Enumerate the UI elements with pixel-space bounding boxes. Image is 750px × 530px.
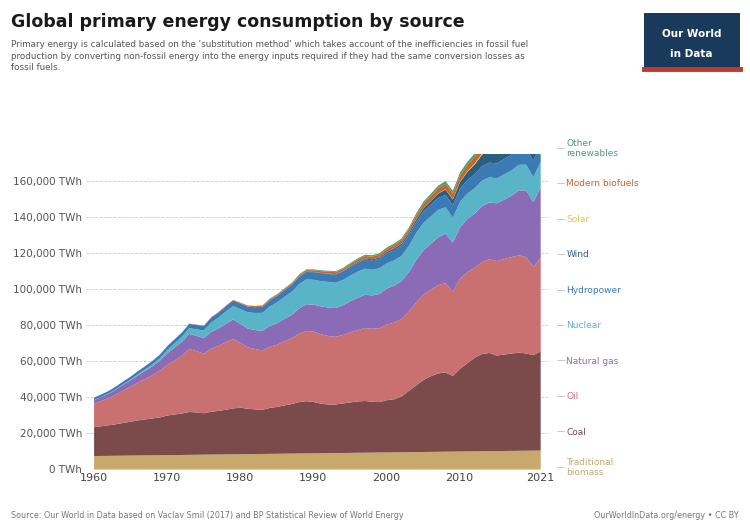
Text: Natural gas: Natural gas: [566, 357, 619, 366]
Text: —: —: [556, 286, 565, 295]
Text: Hydropower: Hydropower: [566, 286, 621, 295]
Text: —: —: [556, 321, 565, 330]
Text: Global primary energy consumption by source: Global primary energy consumption by sou…: [11, 13, 465, 31]
Text: —: —: [556, 428, 565, 437]
Text: OurWorldInData.org/energy • CC BY: OurWorldInData.org/energy • CC BY: [594, 511, 739, 520]
Text: —: —: [556, 392, 565, 401]
Text: Solar: Solar: [566, 215, 590, 224]
Text: Primary energy is calculated based on the 'substitution method' which takes acco: Primary energy is calculated based on th…: [11, 40, 528, 73]
Text: —: —: [556, 144, 565, 153]
Text: Modern biofuels: Modern biofuels: [566, 179, 639, 188]
Text: Traditional
biomass: Traditional biomass: [566, 458, 614, 476]
Text: —: —: [556, 250, 565, 259]
Text: Our World: Our World: [662, 30, 722, 39]
Text: —: —: [556, 215, 565, 224]
Text: Wind: Wind: [566, 250, 589, 259]
Text: —: —: [556, 179, 565, 188]
Text: Nuclear: Nuclear: [566, 321, 602, 330]
Text: Coal: Coal: [566, 428, 586, 437]
Text: Other
renewables: Other renewables: [566, 139, 618, 157]
Text: Oil: Oil: [566, 392, 578, 401]
Text: —: —: [556, 463, 565, 472]
Text: —: —: [556, 357, 565, 366]
Text: Source: Our World in Data based on Vaclav Smil (2017) and BP Statistical Review : Source: Our World in Data based on Vacla…: [11, 511, 404, 520]
Text: in Data: in Data: [670, 49, 712, 59]
